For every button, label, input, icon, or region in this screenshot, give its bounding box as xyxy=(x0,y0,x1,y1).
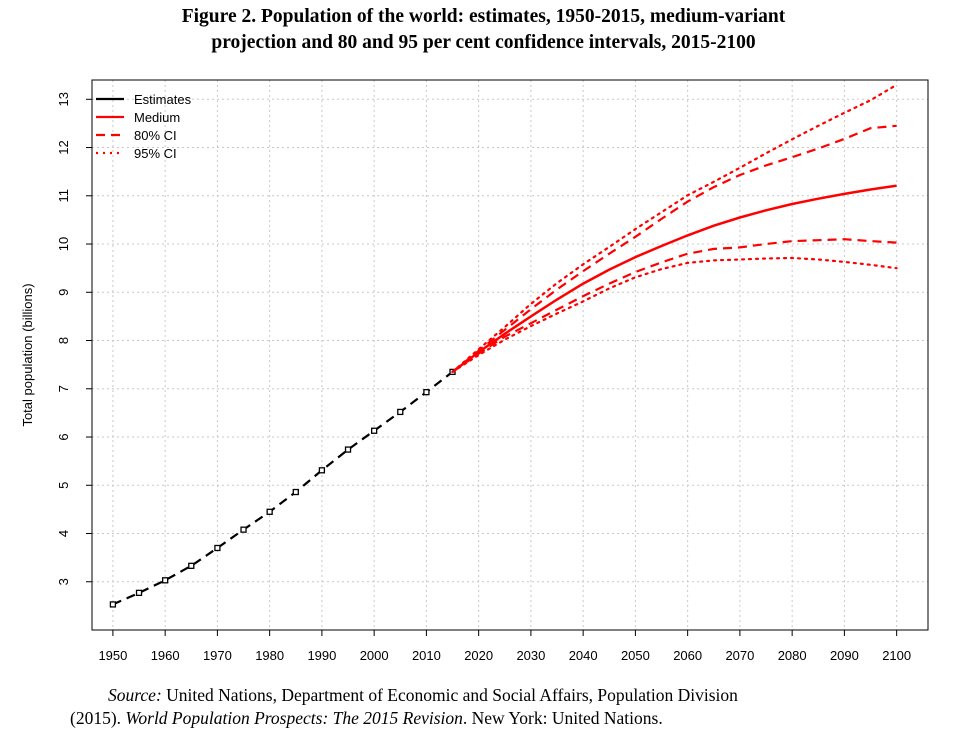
y-tick-label-5: 5 xyxy=(56,482,71,489)
series xyxy=(109,83,898,608)
source-label: Source: xyxy=(108,685,162,705)
series-line-80-ci-lower xyxy=(451,238,897,373)
figure-title-line2: projection and 80 and 95 per cent confid… xyxy=(211,32,756,53)
y-axis-label: Total population (billions) xyxy=(20,283,35,426)
series-line-medium xyxy=(451,184,897,373)
x-tick-label-1970: 1970 xyxy=(203,648,232,663)
y-tick-label-10: 10 xyxy=(56,237,71,251)
estimate-point-1970 xyxy=(214,544,221,552)
figure-title-line1: Figure 2. Population of the world: estim… xyxy=(181,6,786,27)
y-tick-label-12: 12 xyxy=(56,140,71,154)
plot-frame xyxy=(91,79,929,631)
source-publisher: . New York: United Nations. xyxy=(462,708,663,728)
source-note: Source: United Nations, Department of Ec… xyxy=(70,684,950,730)
legend-label-0: Estimates xyxy=(134,92,192,107)
x-tick-label-2050: 2050 xyxy=(621,648,650,663)
y-tick-label-7: 7 xyxy=(56,385,71,392)
estimate-point-1950 xyxy=(109,601,117,608)
estimate-point-1990 xyxy=(318,467,326,474)
grid xyxy=(92,80,928,630)
y-tick-label-8: 8 xyxy=(56,337,71,344)
x-tick-label-1980: 1980 xyxy=(255,648,284,663)
x-tick-label-2030: 2030 xyxy=(516,648,545,663)
legend-label-2: 80% CI xyxy=(134,128,177,143)
series-line-95-ci-upper xyxy=(451,83,898,373)
series-line-estimates xyxy=(112,371,454,606)
x-tick-label-2020: 2020 xyxy=(464,648,493,663)
x-tick-label-2090: 2090 xyxy=(830,648,859,663)
estimate-point-2005 xyxy=(397,408,404,416)
series-line-95-ci-lower xyxy=(451,256,898,373)
axes: 1950 1960 1970 1980 1990 2000 2010 2020 2030 2040… xyxy=(56,92,911,663)
x-tick-label-2100: 2100 xyxy=(882,648,911,663)
y-tick-label-6: 6 xyxy=(56,433,71,440)
x-tick-label-2000: 2000 xyxy=(360,648,389,663)
source-year: (2015). xyxy=(70,708,126,728)
legend: Estimates Medium 80% CI 95% CI xyxy=(96,92,192,161)
legend-label-3: 95% CI xyxy=(134,146,177,161)
x-tick-label-2060: 2060 xyxy=(673,648,702,663)
legend-label-1: Medium xyxy=(134,110,180,125)
x-tick-label-1960: 1960 xyxy=(151,648,180,663)
estimate-point-1985 xyxy=(292,488,299,496)
estimate-point-1975 xyxy=(240,526,247,533)
x-tick-label-2080: 2080 xyxy=(778,648,807,663)
y-tick-label-13: 13 xyxy=(56,92,71,106)
y-tick-label-3: 3 xyxy=(56,578,71,585)
estimate-point-1960 xyxy=(161,577,169,584)
x-tick-label-1950: 1950 xyxy=(98,648,127,663)
estimate-point-2010 xyxy=(423,388,430,396)
estimate-point-1995 xyxy=(344,446,352,453)
y-tick-label-9: 9 xyxy=(56,289,71,296)
estimate-point-1980 xyxy=(266,508,273,515)
figure-title: Figure 2. Population of the world: estim… xyxy=(0,4,967,56)
estimate-point-2000 xyxy=(370,427,378,434)
x-tick-label-2040: 2040 xyxy=(569,648,598,663)
x-tick-label-2070: 2070 xyxy=(725,648,754,663)
x-tick-label-2010: 2010 xyxy=(412,648,441,663)
source-publication: World Population Prospects: The 2015 Rev… xyxy=(125,708,463,728)
estimate-point-1965 xyxy=(188,562,195,569)
x-tick-label-1990: 1990 xyxy=(307,648,336,663)
source-line1: United Nations, Department of Economic a… xyxy=(161,685,738,705)
y-tick-label-11: 11 xyxy=(56,189,71,203)
estimate-point-1955 xyxy=(135,589,143,597)
series-line-80-ci-upper xyxy=(451,124,897,373)
y-tick-label-4: 4 xyxy=(56,530,71,537)
